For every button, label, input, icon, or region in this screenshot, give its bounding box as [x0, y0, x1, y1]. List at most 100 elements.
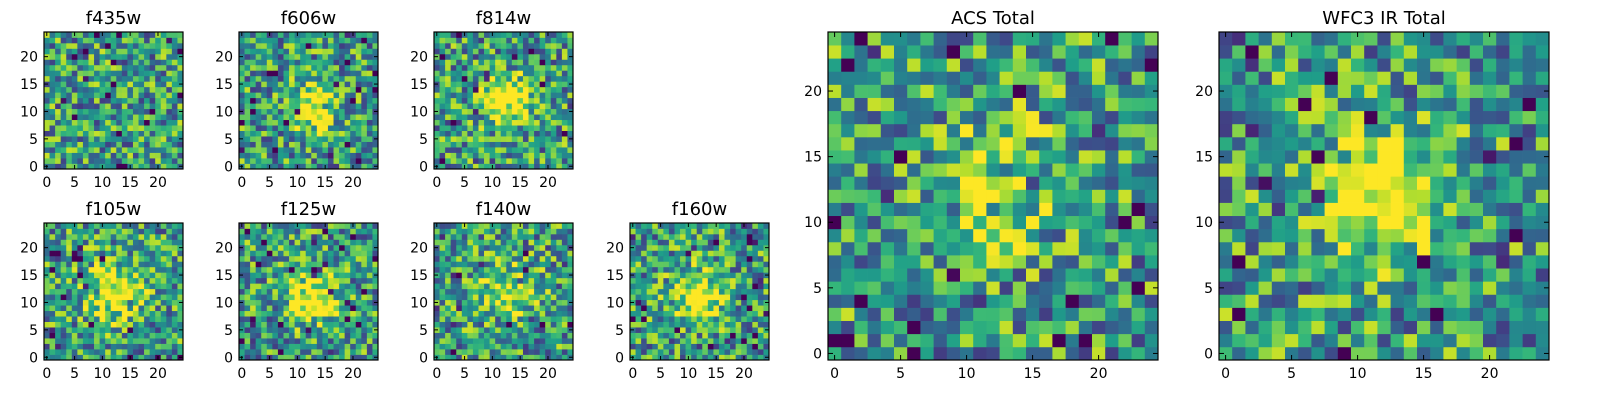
heatmap-cell: [289, 332, 295, 339]
heatmap-cell: [55, 59, 62, 66]
heatmap-cell: [511, 327, 518, 333]
heatmap-cell: [461, 59, 468, 66]
heatmap-cell: [55, 321, 62, 328]
heatmap-cell: [652, 321, 659, 328]
heatmap-cell: [94, 59, 100, 66]
heatmap-cell: [155, 81, 162, 88]
heatmap-cell: [132, 37, 139, 44]
heatmap-cell: [266, 114, 273, 121]
heatmap-cell: [361, 37, 368, 44]
heatmap-cell: [450, 223, 457, 229]
x-tick-label: 10: [288, 366, 306, 382]
heatmap-cell: [960, 307, 974, 321]
heatmap-cell: [907, 215, 921, 230]
heatmap-cell: [1131, 189, 1146, 203]
heatmap-cell: [1012, 189, 1027, 203]
heatmap-cell: [1078, 268, 1093, 282]
heatmap-cell: [255, 103, 262, 110]
heatmap-cell: [752, 316, 759, 322]
heatmap-cell: [372, 255, 379, 262]
heatmap-cell: [1026, 294, 1040, 308]
heatmap-cell: [746, 272, 753, 279]
heatmap-cell: [680, 223, 686, 229]
heatmap-cell: [867, 163, 882, 177]
heatmap-cell: [456, 261, 463, 268]
heatmap-cell: [506, 32, 513, 38]
heatmap-cell: [539, 86, 546, 93]
heatmap-cell: [94, 349, 100, 355]
heatmap-cell: [261, 316, 268, 322]
heatmap-cell: [439, 147, 446, 153]
heatmap-cell: [685, 310, 692, 317]
heatmap-cell: [110, 261, 117, 268]
heatmap-cell: [171, 223, 178, 229]
heatmap-cell: [434, 250, 440, 257]
heatmap-cell: [680, 266, 686, 273]
heatmap-cell: [467, 316, 474, 322]
heatmap-cell: [472, 338, 479, 344]
heatmap-cell: [545, 305, 552, 312]
heatmap-cell: [730, 277, 736, 284]
heatmap-cell: [841, 228, 855, 243]
heatmap-cell: [561, 125, 568, 131]
heatmap-cell: [105, 136, 112, 142]
heatmap-cell: [534, 316, 540, 322]
heatmap-cell: [478, 152, 485, 159]
heatmap-cell: [434, 228, 440, 235]
heatmap-cell: [718, 244, 725, 251]
heatmap-cell: [495, 283, 502, 290]
heatmap-cell: [880, 241, 895, 256]
heatmap-cell: [322, 349, 329, 355]
heatmap-cell: [132, 250, 139, 257]
heatmap-cell: [49, 141, 56, 148]
heatmap-cell: [138, 42, 145, 49]
heatmap-cell: [316, 305, 323, 312]
heatmap-cell: [685, 299, 692, 306]
heatmap-cell: [144, 32, 150, 38]
heatmap-cell: [718, 338, 725, 344]
heatmap-cell: [138, 277, 145, 284]
y-tick-label: 15: [215, 77, 233, 93]
heatmap-cell: [511, 53, 518, 60]
heatmap-cell: [713, 310, 720, 317]
heatmap-cell: [534, 261, 540, 268]
heatmap-cell: [718, 228, 725, 235]
heatmap-cell: [1065, 163, 1080, 177]
heatmap-cell: [266, 108, 273, 115]
heatmap-cell: [506, 250, 513, 257]
heatmap-cell: [144, 59, 150, 66]
heatmap-cell: [261, 75, 268, 82]
heatmap-cell: [657, 272, 664, 279]
heatmap-cell: [472, 59, 479, 66]
heatmap-cell: [311, 130, 318, 137]
heatmap-cell: [534, 37, 540, 44]
heatmap-cell: [300, 277, 307, 284]
heatmap-cell: [702, 266, 709, 273]
heatmap-cell: [294, 114, 301, 121]
heatmap-cell: [339, 152, 345, 159]
heatmap-cell: [110, 152, 117, 159]
heatmap-cell: [539, 294, 546, 301]
heatmap-cell: [702, 288, 709, 295]
heatmap-cell: [138, 152, 145, 159]
heatmap-cell: [434, 288, 440, 295]
heatmap-cell: [556, 141, 563, 148]
heatmap-cell: [244, 130, 251, 137]
heatmap-cell: [105, 354, 112, 361]
heatmap-cell: [752, 294, 759, 301]
heatmap-cell: [55, 261, 62, 268]
heatmap-cell: [545, 130, 552, 137]
heatmap-cell: [522, 288, 529, 295]
heatmap-cell: [707, 354, 714, 361]
heatmap-cell: [44, 261, 50, 268]
heatmap-cell: [484, 70, 490, 77]
heatmap-cell: [506, 239, 513, 246]
heatmap-cell: [506, 316, 513, 322]
heatmap-cell: [1118, 241, 1132, 256]
heatmap-cell: [467, 32, 474, 38]
heatmap-cell: [635, 255, 642, 262]
heatmap-cell: [920, 320, 934, 335]
heatmap-cell: [266, 70, 273, 77]
heatmap-cell: [355, 277, 362, 284]
heatmap-cell: [567, 32, 574, 38]
